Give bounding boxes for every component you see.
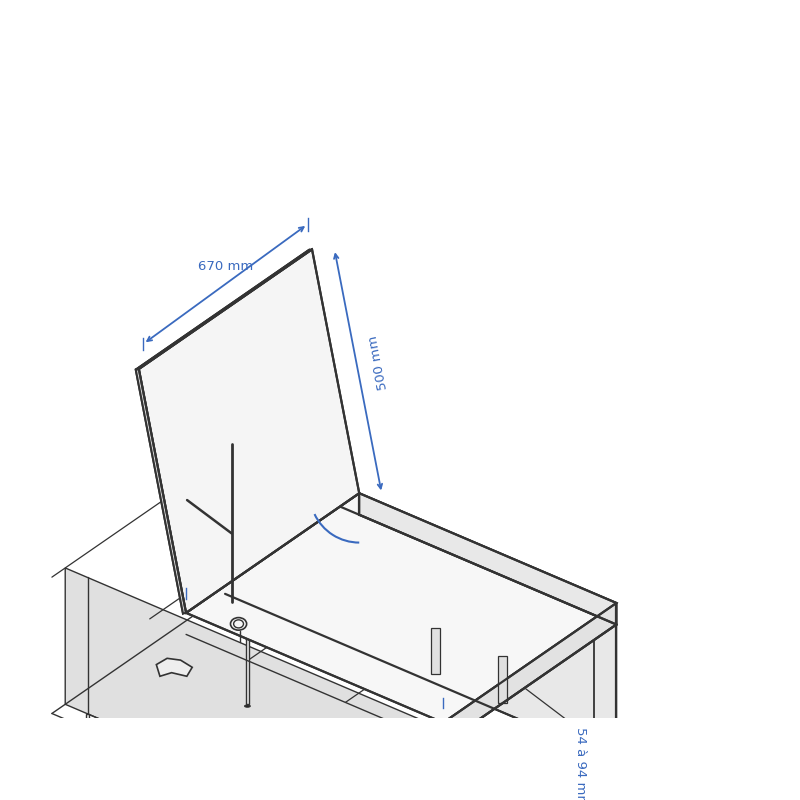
Polygon shape xyxy=(443,603,617,744)
Polygon shape xyxy=(583,758,587,800)
Polygon shape xyxy=(186,494,617,722)
Polygon shape xyxy=(136,250,312,370)
Polygon shape xyxy=(498,656,507,703)
Text: 0 à 75°: 0 à 75° xyxy=(272,479,321,493)
Text: 850 mm: 850 mm xyxy=(294,602,350,635)
Polygon shape xyxy=(156,658,192,676)
Polygon shape xyxy=(66,568,457,800)
Polygon shape xyxy=(359,494,617,625)
Polygon shape xyxy=(136,369,186,614)
Text: 54 à 94 mm: 54 à 94 mm xyxy=(574,726,587,800)
Polygon shape xyxy=(139,250,359,613)
Ellipse shape xyxy=(245,705,250,707)
Polygon shape xyxy=(246,603,250,704)
Polygon shape xyxy=(225,458,617,761)
Text: 500 mm: 500 mm xyxy=(367,334,390,390)
Polygon shape xyxy=(136,250,356,614)
Text: 670 mm: 670 mm xyxy=(198,260,253,274)
Polygon shape xyxy=(86,714,90,800)
Polygon shape xyxy=(431,628,440,674)
